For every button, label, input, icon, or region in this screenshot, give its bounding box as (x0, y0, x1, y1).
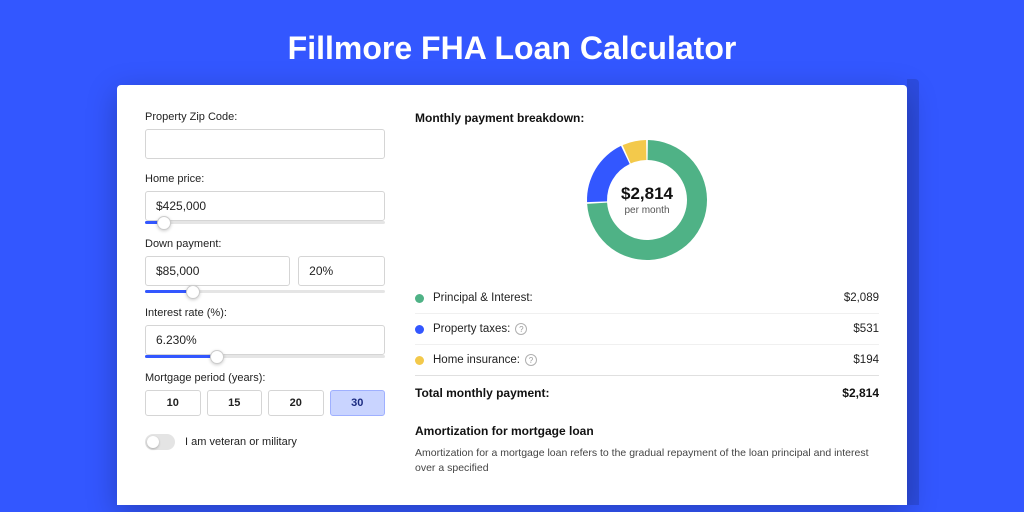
period-btn-30[interactable]: 30 (330, 390, 386, 416)
help-icon[interactable]: ? (515, 323, 527, 335)
calculator-card: Property Zip Code: Home price: Down paym… (117, 85, 907, 505)
legend-value-principal: $2,089 (844, 292, 879, 304)
breakdown-column: Monthly payment breakdown: $2,814 per mo… (415, 111, 879, 479)
zip-input[interactable] (145, 129, 385, 159)
down-payment-label: Down payment: (145, 238, 385, 250)
total-label: Total monthly payment: (415, 386, 549, 400)
interest-slider-fill (145, 355, 217, 358)
interest-field-group: Interest rate (%): (145, 307, 385, 358)
interest-input[interactable] (145, 325, 385, 355)
legend-text-principal: Principal & Interest: (433, 292, 533, 304)
legend-value-taxes: $531 (853, 323, 879, 335)
home-price-slider[interactable] (145, 221, 385, 224)
home-price-slider-thumb[interactable] (157, 216, 171, 230)
legend-value-insurance: $194 (853, 354, 879, 366)
interest-slider-thumb[interactable] (210, 350, 224, 364)
period-button-group: 10 15 20 30 (145, 390, 385, 416)
home-price-label: Home price: (145, 173, 385, 185)
legend-row-insurance: Home insurance: ? $194 (415, 345, 879, 376)
donut-amount: $2,814 (621, 184, 673, 204)
zip-field-group: Property Zip Code: (145, 111, 385, 159)
legend-label-principal: Principal & Interest: (433, 292, 533, 304)
help-icon[interactable]: ? (525, 354, 537, 366)
interest-label: Interest rate (%): (145, 307, 385, 319)
down-payment-field-group: Down payment: (145, 238, 385, 293)
form-column: Property Zip Code: Home price: Down paym… (145, 111, 385, 479)
legend-text-insurance: Home insurance: (433, 354, 520, 366)
period-btn-20[interactable]: 20 (268, 390, 324, 416)
legend-dot-taxes (415, 325, 424, 334)
veteran-toggle-label: I am veteran or military (185, 436, 297, 448)
legend-text-taxes: Property taxes: (433, 323, 510, 335)
legend-label-insurance: Home insurance: ? (433, 354, 537, 366)
home-price-field-group: Home price: (145, 173, 385, 224)
legend-label-taxes: Property taxes: ? (433, 323, 527, 335)
down-payment-slider[interactable] (145, 290, 385, 293)
legend-dot-principal (415, 294, 424, 303)
veteran-toggle[interactable] (145, 434, 175, 450)
period-label: Mortgage period (years): (145, 372, 385, 384)
total-row: Total monthly payment: $2,814 (415, 376, 879, 416)
home-price-input[interactable] (145, 191, 385, 221)
amortization-body: Amortization for a mortgage loan refers … (415, 446, 879, 476)
breakdown-title: Monthly payment breakdown: (415, 111, 879, 125)
period-btn-10[interactable]: 10 (145, 390, 201, 416)
legend-dot-insurance (415, 356, 424, 365)
down-payment-percent-input[interactable] (298, 256, 385, 286)
period-field-group: Mortgage period (years): 10 15 20 30 (145, 372, 385, 416)
legend: Principal & Interest: $2,089 Property ta… (415, 283, 879, 376)
legend-row-principal: Principal & Interest: $2,089 (415, 283, 879, 314)
donut-sub: per month (624, 205, 669, 216)
zip-label: Property Zip Code: (145, 111, 385, 123)
total-value: $2,814 (842, 386, 879, 400)
down-payment-slider-thumb[interactable] (186, 285, 200, 299)
donut-center: $2,814 per month (582, 135, 712, 265)
down-payment-amount-input[interactable] (145, 256, 290, 286)
legend-row-taxes: Property taxes: ? $531 (415, 314, 879, 345)
amortization-title: Amortization for mortgage loan (415, 424, 879, 438)
veteran-toggle-knob (147, 436, 159, 448)
period-btn-15[interactable]: 15 (207, 390, 263, 416)
donut-container: $2,814 per month (415, 135, 879, 265)
page-title: Fillmore FHA Loan Calculator (0, 0, 1024, 85)
veteran-toggle-row: I am veteran or military (145, 434, 385, 450)
interest-slider[interactable] (145, 355, 385, 358)
